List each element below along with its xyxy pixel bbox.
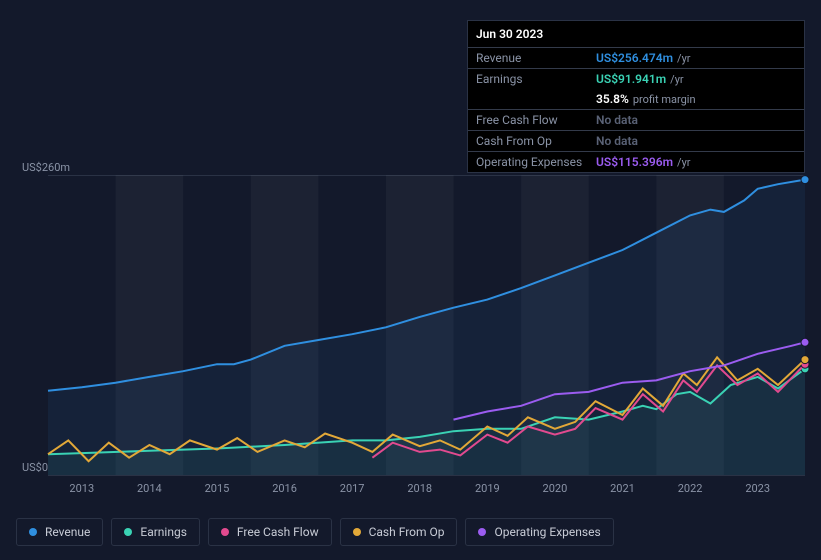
x-axis-tick: 2020 — [540, 482, 570, 495]
y-axis-label-top: US$260m — [22, 161, 70, 174]
x-axis-tick: 2016 — [270, 482, 300, 495]
legend-label: Cash From Op — [369, 525, 445, 539]
legend-dot-icon — [124, 528, 132, 536]
x-axis-tick: 2017 — [337, 482, 367, 495]
tooltip-row: RevenueUS$256.474m/yr — [468, 47, 804, 68]
legend-label: Operating Expenses — [494, 525, 600, 539]
legend-dot-icon — [29, 528, 37, 536]
tooltip-row: Free Cash FlowNo data — [468, 109, 804, 130]
legend-item-earnings[interactable]: Earnings — [111, 518, 200, 546]
legend-dot-icon — [478, 528, 486, 536]
legend-label: Revenue — [45, 525, 90, 539]
series-end-dot-opex — [801, 338, 809, 346]
x-axis-tick: 2022 — [675, 482, 705, 495]
legend-dot-icon — [353, 528, 361, 536]
chart-tooltip: Jun 30 2023 RevenueUS$256.474m/yrEarning… — [467, 20, 805, 173]
tooltip-row-value: US$91.941m/yr — [596, 72, 684, 86]
x-axis-tick: 2018 — [405, 482, 435, 495]
x-axis-tick: 2014 — [134, 482, 164, 495]
legend-item-opex[interactable]: Operating Expenses — [465, 518, 613, 546]
tooltip-row-label: Earnings — [476, 72, 596, 86]
chart-svg — [48, 175, 805, 475]
tooltip-row-label — [476, 92, 596, 106]
x-axis: 2013 2014 2015 2016 2017 2018 2019 2020 2021 2022… — [48, 482, 805, 502]
series-end-dot-cfo — [801, 356, 809, 364]
x-axis-tick: 2015 — [202, 482, 232, 495]
tooltip-row-label: Revenue — [476, 51, 596, 65]
legend-label: Free Cash Flow — [237, 525, 319, 539]
tooltip-row: EarningsUS$91.941m/yr — [468, 68, 804, 89]
x-axis-tick: 2019 — [472, 482, 502, 495]
gridline — [48, 475, 805, 476]
x-axis-tick: 2013 — [67, 482, 97, 495]
tooltip-row: 35.8%profit margin — [468, 89, 804, 109]
tooltip-row-value: 35.8%profit margin — [596, 92, 696, 106]
financial-chart[interactable]: US$260m US$0 — [16, 160, 805, 480]
tooltip-row: Cash From OpNo data — [468, 130, 804, 151]
chart-legend: Revenue Earnings Free Cash Flow Cash From O… — [16, 518, 614, 546]
tooltip-row-label: Free Cash Flow — [476, 113, 596, 127]
legend-item-fcf[interactable]: Free Cash Flow — [208, 518, 332, 546]
y-axis-label-bottom: US$0 — [22, 461, 48, 474]
legend-item-revenue[interactable]: Revenue — [16, 518, 103, 546]
x-axis-tick: 2021 — [608, 482, 638, 495]
legend-dot-icon — [221, 528, 229, 536]
tooltip-row-value: No data — [596, 113, 638, 127]
plot-area[interactable] — [48, 175, 805, 475]
tooltip-row-value: US$256.474m/yr — [596, 51, 691, 65]
series-end-dot-revenue — [801, 176, 809, 184]
tooltip-row-label: Cash From Op — [476, 134, 596, 148]
legend-label: Earnings — [140, 525, 187, 539]
tooltip-row-value: No data — [596, 134, 638, 148]
legend-item-cfo[interactable]: Cash From Op — [340, 518, 458, 546]
tooltip-date: Jun 30 2023 — [468, 21, 804, 47]
x-axis-tick: 2023 — [743, 482, 773, 495]
